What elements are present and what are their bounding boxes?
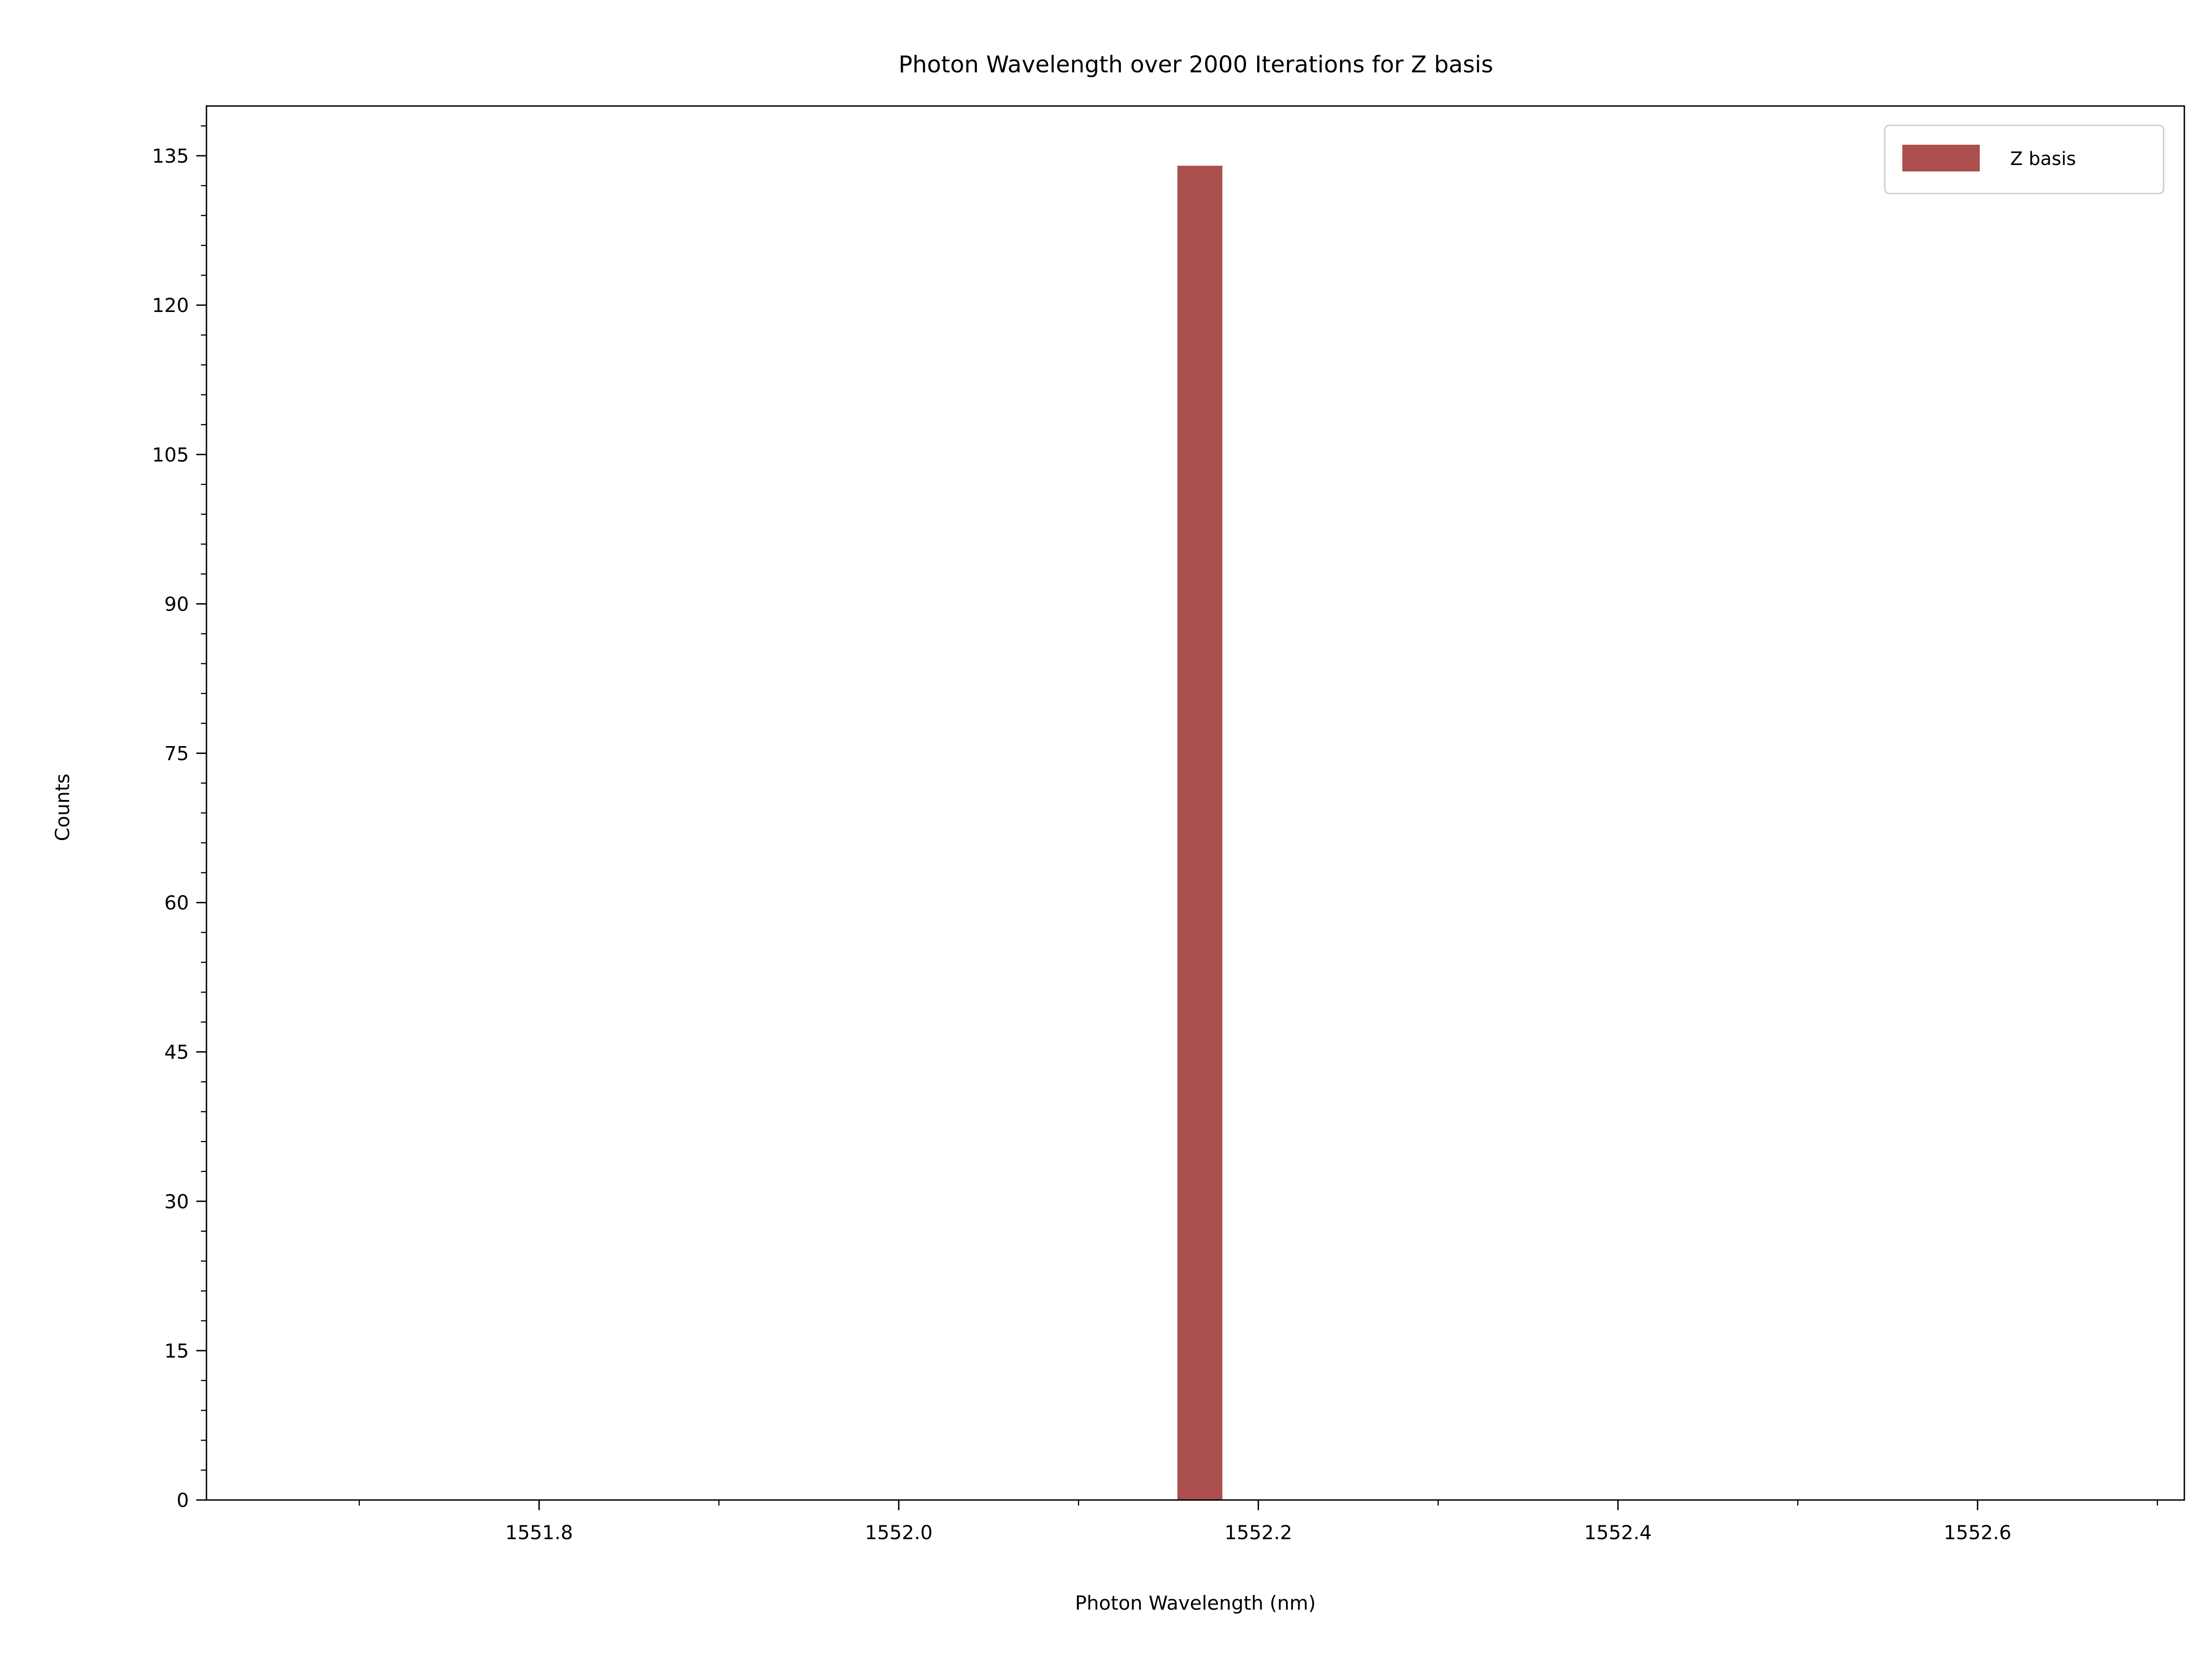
x-axis-ticks: 1551.8 1552.0 1552.2 1552.4 1552.6 — [359, 1500, 2158, 1544]
legend-swatch — [1902, 145, 1980, 171]
legend-box — [1884, 124, 2165, 194]
axes-frame — [206, 105, 2185, 1501]
y-tick-label: 45 — [165, 1041, 189, 1064]
x-tick-label: 1552.2 — [1224, 1521, 1292, 1544]
y-tick-label: 15 — [165, 1340, 189, 1362]
y-tick-label: 75 — [165, 742, 189, 765]
x-tick-label: 1551.8 — [505, 1521, 573, 1544]
legend: Z basis — [1884, 124, 2165, 194]
histogram-bar — [1177, 165, 1223, 1500]
y-tick-label: 135 — [152, 145, 189, 167]
bars — [1177, 165, 1223, 1500]
x-tick-label: 1552.6 — [1944, 1521, 2012, 1544]
chart-title: Photon Wavelength over 2000 Iterations f… — [899, 51, 1493, 78]
y-axis-ticks: 0 15 30 45 60 75 90 105 120 135 — [152, 125, 206, 1512]
y-tick-label: 30 — [165, 1190, 189, 1213]
y-tick-label: 0 — [176, 1489, 189, 1512]
legend-label: Z basis — [2010, 148, 2076, 170]
y-tick-label: 105 — [152, 443, 189, 466]
y-tick-label: 60 — [165, 892, 189, 914]
y-tick-label: 120 — [152, 294, 189, 317]
y-tick-label: 90 — [165, 593, 189, 615]
x-tick-label: 1552.4 — [1584, 1521, 1652, 1544]
x-tick-label: 1552.0 — [865, 1521, 933, 1544]
y-axis-label: Counts — [51, 774, 74, 841]
x-axis-label: Photon Wavelength (nm) — [1075, 1592, 1316, 1614]
plot-area: 1551.8 1552.0 1552.2 1552.4 1552.6 0 15 30 45 60… — [152, 105, 2185, 1544]
